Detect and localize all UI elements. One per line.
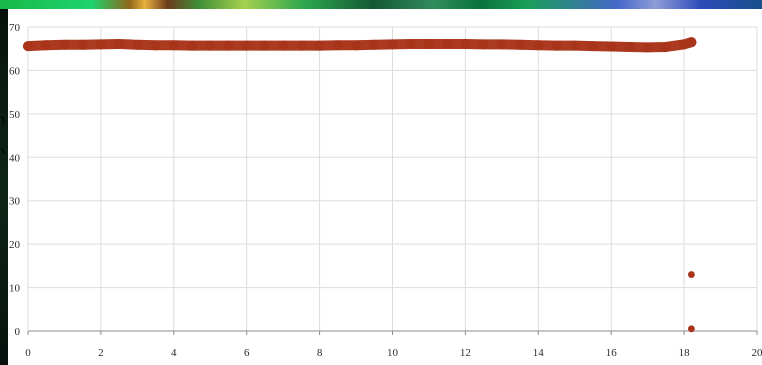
y-tick-label-0: 0 xyxy=(15,326,21,338)
data-point-17 xyxy=(332,40,343,51)
data-point-0 xyxy=(23,41,33,52)
data-point-34 xyxy=(642,42,653,53)
data-point-6 xyxy=(132,39,143,50)
data-point-4 xyxy=(95,39,106,50)
chart-window xyxy=(8,9,762,336)
data-point-5 xyxy=(114,38,125,49)
data-point-39 xyxy=(687,325,695,333)
data-point-18 xyxy=(351,40,362,51)
data-point-7 xyxy=(150,40,161,51)
x-tick-label-8: 8 xyxy=(317,347,323,359)
data-point-27 xyxy=(515,39,526,50)
data-point-10 xyxy=(205,40,216,51)
x-tick-label-20: 20 xyxy=(752,347,762,359)
data-point-1 xyxy=(41,40,52,51)
data-point-28 xyxy=(533,40,544,51)
x-axis-panel xyxy=(8,336,762,365)
y-tick-label-40: 40 xyxy=(9,152,21,164)
y-tick-label-20: 20 xyxy=(9,239,21,251)
data-point-23 xyxy=(442,38,453,49)
x-tick-label-0: 0 xyxy=(25,347,31,359)
desktop-wallpaper-strip xyxy=(0,0,762,9)
data-point-8 xyxy=(168,40,179,51)
y-tick-label-70: 70 xyxy=(9,22,21,34)
data-point-14 xyxy=(278,40,289,51)
data-point-15 xyxy=(296,40,307,51)
data-point-33 xyxy=(624,41,635,52)
data-point-11 xyxy=(223,40,234,51)
data-point-30 xyxy=(569,40,580,51)
y-tick-label-30: 30 xyxy=(9,196,21,208)
data-point-31 xyxy=(587,41,598,52)
data-point-3 xyxy=(77,39,88,50)
data-point-38 xyxy=(687,271,695,278)
y-tick-label-60: 60 xyxy=(9,65,21,77)
data-point-16 xyxy=(314,40,325,51)
x-tick-label-16: 16 xyxy=(606,347,618,359)
x-tick-label-14: 14 xyxy=(533,347,545,359)
cut-off-y-axis-glyph-lower xyxy=(0,148,5,155)
x-tick-label-2: 2 xyxy=(98,347,104,359)
desktop-left-edge xyxy=(0,9,8,365)
y-tick-label-10: 10 xyxy=(9,283,21,295)
x-tick-label-12: 12 xyxy=(460,347,471,359)
data-point-25 xyxy=(478,39,489,50)
data-point-35 xyxy=(660,41,671,52)
data-point-19 xyxy=(369,39,380,50)
data-point-2 xyxy=(59,39,70,50)
data-point-20 xyxy=(387,39,398,50)
x-tick-label-6: 6 xyxy=(244,347,250,359)
data-point-12 xyxy=(241,40,252,51)
x-tick-label-10: 10 xyxy=(387,347,399,359)
x-tick-label-18: 18 xyxy=(679,347,691,359)
data-point-13 xyxy=(259,40,270,51)
data-point-21 xyxy=(405,38,416,49)
data-point-26 xyxy=(496,39,507,50)
data-point-37 xyxy=(686,37,697,48)
y-tick-label-50: 50 xyxy=(9,109,21,121)
data-point-9 xyxy=(187,40,198,51)
data-point-32 xyxy=(606,41,617,52)
data-point-22 xyxy=(423,38,434,49)
data-point-24 xyxy=(460,38,471,49)
data-point-29 xyxy=(551,40,562,51)
x-tick-label-4: 4 xyxy=(171,347,177,359)
cut-off-y-axis-glyph-upper xyxy=(0,116,5,124)
